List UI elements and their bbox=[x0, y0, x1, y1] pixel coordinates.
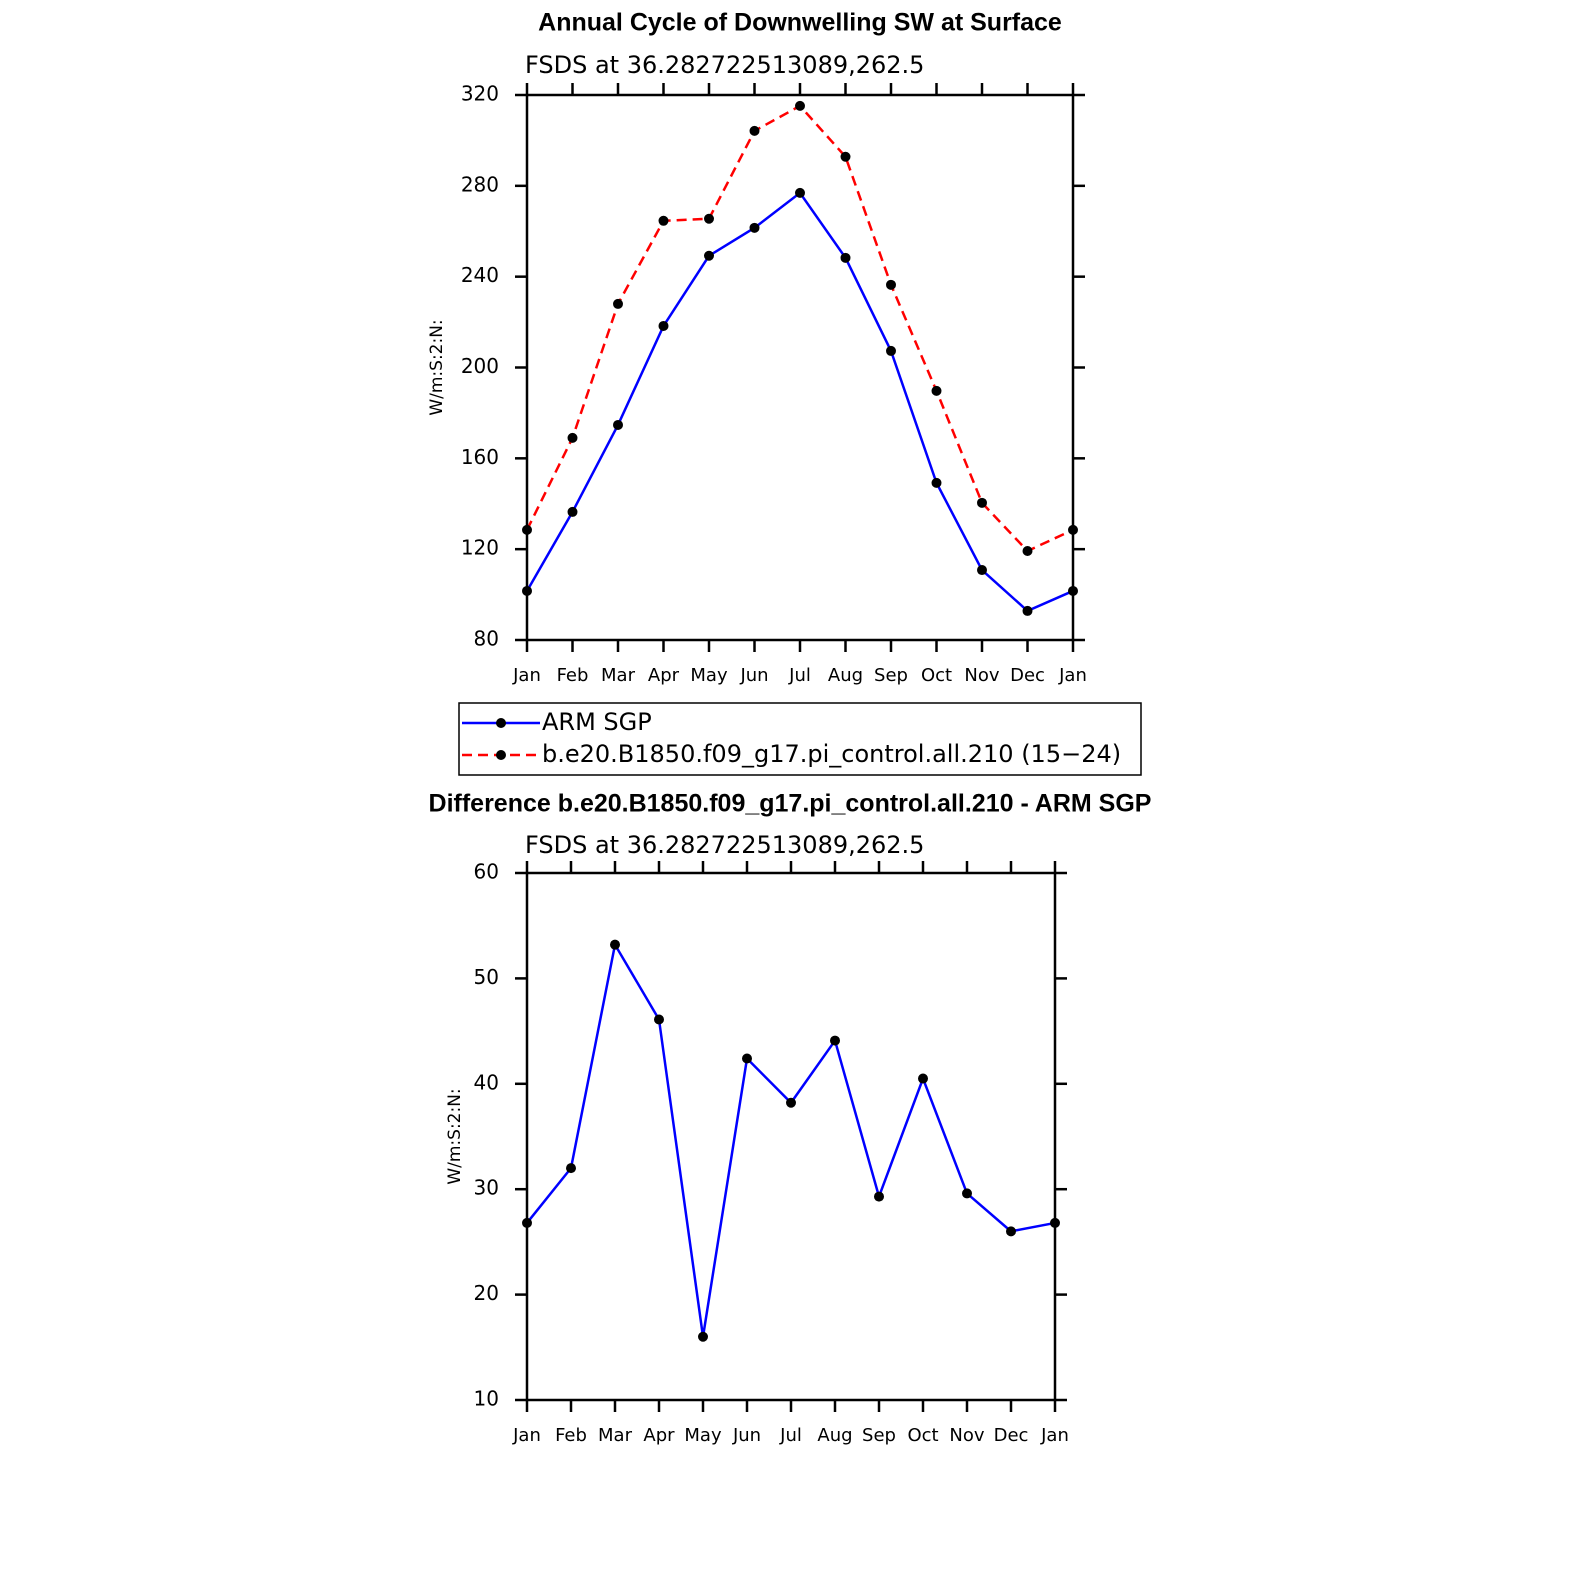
y-tick-label: 200 bbox=[461, 354, 499, 378]
x-tick-label: Jun bbox=[732, 1425, 761, 1446]
data-point bbox=[977, 497, 987, 508]
plot-frame bbox=[525, 871, 1057, 1402]
data-point bbox=[566, 1163, 576, 1174]
y-tick-label: 60 bbox=[474, 860, 499, 884]
data-point bbox=[840, 252, 851, 263]
data-point bbox=[1050, 1217, 1060, 1228]
x-tick-label: Mar bbox=[601, 665, 636, 686]
data-point bbox=[886, 345, 896, 356]
data-line bbox=[525, 191, 1074, 613]
x-tick-label: Jan bbox=[512, 665, 541, 686]
legend-label: b.e20.B1850.f09_g17.pi_control.all.210 (… bbox=[542, 740, 1121, 768]
chart-title: Annual Cycle of Downwelling SW at Surfac… bbox=[538, 9, 1062, 37]
data-point bbox=[522, 585, 532, 596]
data-point bbox=[658, 320, 669, 331]
y-tick-label: 40 bbox=[474, 1070, 499, 1094]
data-point bbox=[931, 477, 942, 488]
data-point bbox=[931, 385, 942, 396]
x-tick-label: Dec bbox=[1010, 665, 1045, 686]
y-tick-label: 80 bbox=[474, 627, 499, 651]
legend-marker bbox=[496, 750, 506, 760]
data-point bbox=[786, 1097, 796, 1108]
plot-frame bbox=[525, 93, 1075, 642]
y-tick-label: 240 bbox=[461, 263, 499, 287]
x-tick-label: Jan bbox=[1040, 1425, 1069, 1446]
data-point bbox=[698, 1331, 708, 1342]
data-point bbox=[567, 432, 578, 443]
x-tick-label: Aug bbox=[817, 1425, 852, 1446]
y-tick-label: 120 bbox=[461, 536, 499, 560]
x-tick-label: Oct bbox=[921, 665, 952, 686]
x-tick-label: Sep bbox=[874, 665, 908, 686]
y-axis-label: W/m:S:2:N: bbox=[427, 319, 447, 415]
legend-label: ARM SGP bbox=[542, 708, 652, 736]
x-tick-label: Jul bbox=[788, 665, 811, 686]
x-tick-label: Oct bbox=[907, 1425, 938, 1446]
data-point bbox=[977, 565, 987, 576]
data-point bbox=[613, 419, 623, 430]
x-tick-label: Feb bbox=[557, 665, 589, 686]
data-point bbox=[795, 187, 805, 198]
x-tick-label: Jan bbox=[1058, 665, 1087, 686]
data-point bbox=[1006, 1226, 1016, 1237]
data-point bbox=[704, 213, 714, 224]
y-tick-label: 280 bbox=[461, 172, 499, 196]
y-tick-label: 160 bbox=[461, 445, 499, 469]
data-point bbox=[830, 1035, 840, 1046]
x-tick-label: May bbox=[684, 1425, 722, 1446]
y-tick-label: 320 bbox=[461, 82, 499, 106]
x-tick-label: Nov bbox=[949, 1425, 984, 1446]
data-point bbox=[567, 506, 578, 517]
data-point bbox=[610, 939, 620, 950]
data-line bbox=[526, 941, 1056, 1337]
data-point bbox=[704, 250, 714, 261]
data-point bbox=[742, 1053, 752, 1064]
chart-subtitle: FSDS at 36.282722513089,262.5 bbox=[525, 51, 924, 79]
data-point bbox=[886, 279, 896, 290]
x-tick-label: Dec bbox=[994, 1425, 1029, 1446]
data-line bbox=[525, 104, 1074, 553]
data-point bbox=[918, 1073, 928, 1084]
data-point bbox=[1068, 585, 1078, 596]
x-tick-label: Jun bbox=[739, 665, 768, 686]
legend-box bbox=[458, 702, 1142, 776]
chart-title: Difference b.e20.B1850.f09_g17.pi_contro… bbox=[429, 790, 1152, 818]
data-point bbox=[749, 222, 760, 233]
data-point bbox=[749, 125, 760, 136]
y-tick-label: 20 bbox=[474, 1281, 499, 1305]
data-point bbox=[795, 100, 805, 111]
data-point bbox=[1068, 524, 1078, 535]
data-point bbox=[522, 1217, 532, 1228]
chart-subtitle: FSDS at 36.282722513089,262.5 bbox=[525, 831, 924, 859]
y-axis-label: W/m:S:2:N: bbox=[445, 1088, 465, 1184]
x-tick-label: Apr bbox=[648, 665, 680, 686]
x-tick-label: Jul bbox=[779, 1425, 802, 1446]
x-tick-label: May bbox=[690, 665, 728, 686]
x-tick-label: Mar bbox=[598, 1425, 633, 1446]
x-tick-label: Nov bbox=[964, 665, 999, 686]
x-tick-label: Jan bbox=[512, 1425, 541, 1446]
legend-marker bbox=[496, 718, 506, 728]
data-point bbox=[874, 1191, 884, 1202]
y-tick-label: 50 bbox=[474, 965, 499, 989]
data-point bbox=[962, 1188, 972, 1199]
data-point bbox=[654, 1014, 664, 1025]
x-tick-label: Sep bbox=[862, 1425, 896, 1446]
data-point bbox=[522, 524, 532, 535]
x-tick-label: Apr bbox=[643, 1425, 675, 1446]
data-point bbox=[1022, 545, 1033, 556]
y-tick-label: 10 bbox=[474, 1387, 499, 1411]
data-point bbox=[613, 298, 623, 309]
x-tick-label: Aug bbox=[828, 665, 863, 686]
data-point bbox=[840, 151, 851, 162]
data-point bbox=[1022, 605, 1033, 616]
x-tick-label: Feb bbox=[555, 1425, 587, 1446]
data-point bbox=[658, 215, 669, 226]
y-tick-label: 30 bbox=[474, 1176, 499, 1200]
